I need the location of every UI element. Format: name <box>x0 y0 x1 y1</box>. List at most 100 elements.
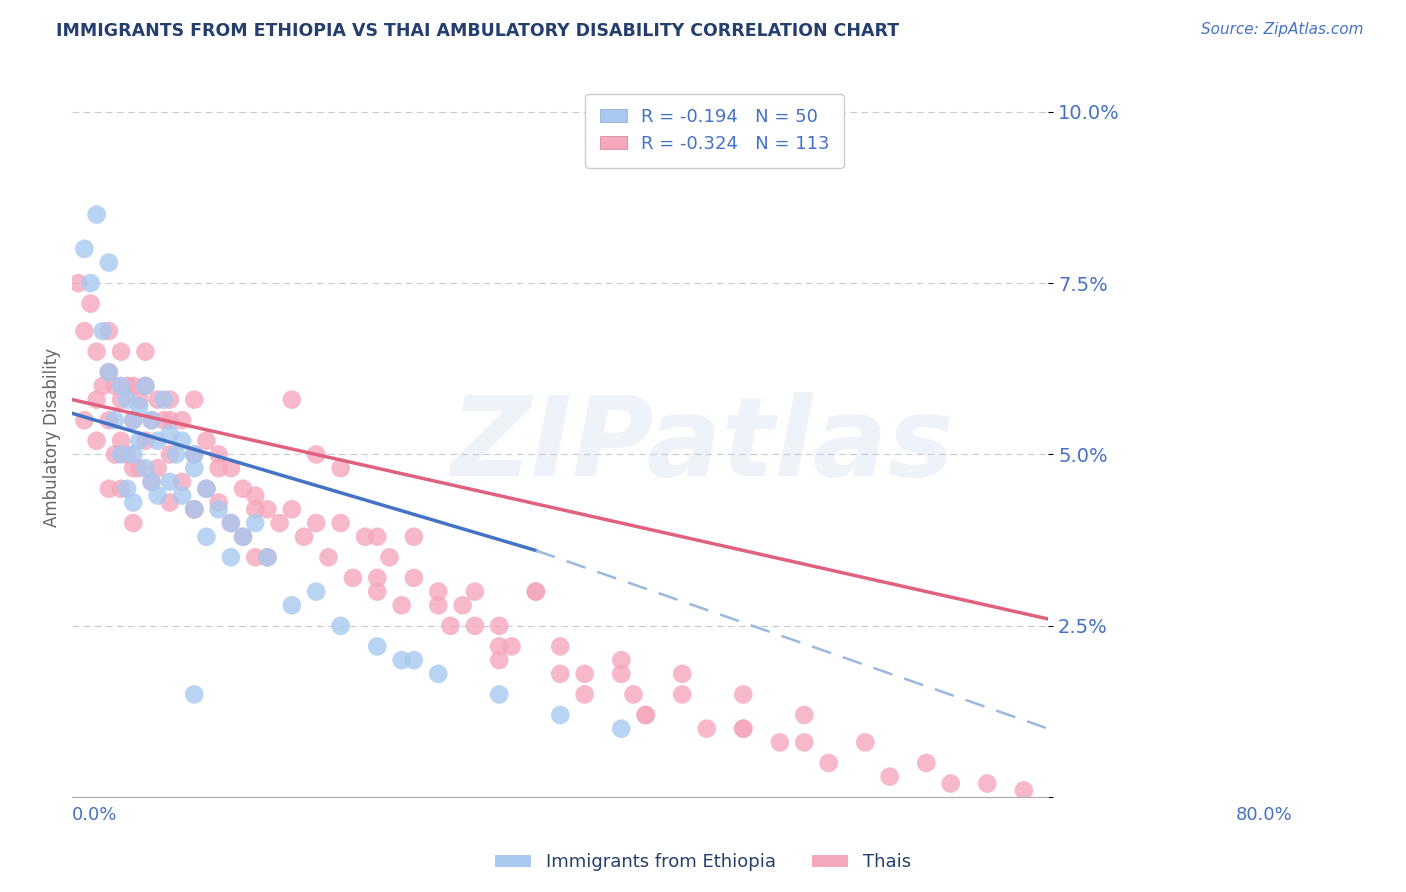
Point <box>329 516 352 530</box>
Point <box>329 619 352 633</box>
Point <box>524 584 547 599</box>
Point <box>879 770 901 784</box>
Point <box>86 392 108 407</box>
Point <box>915 756 938 770</box>
Point <box>170 413 193 427</box>
Point <box>110 344 132 359</box>
Point <box>208 502 231 516</box>
Point <box>451 599 474 613</box>
Point <box>733 687 755 701</box>
Point <box>91 379 114 393</box>
Point <box>269 516 291 530</box>
Point <box>159 392 181 407</box>
Point <box>318 550 340 565</box>
Point <box>122 495 145 509</box>
Point <box>671 666 693 681</box>
Text: ZIPatlas: ZIPatlas <box>451 392 955 500</box>
Point <box>134 461 156 475</box>
Point <box>524 584 547 599</box>
Point <box>104 413 127 427</box>
Point <box>146 489 169 503</box>
Point <box>464 619 486 633</box>
Point <box>305 584 328 599</box>
Point <box>208 495 231 509</box>
Point <box>305 516 328 530</box>
Text: 0.0%: 0.0% <box>72 805 118 824</box>
Point <box>183 502 205 516</box>
Point <box>733 722 755 736</box>
Point <box>366 640 388 654</box>
Point <box>110 448 132 462</box>
Point <box>219 461 242 475</box>
Point <box>574 687 596 701</box>
Point <box>281 502 304 516</box>
Point <box>245 550 267 565</box>
Point <box>366 584 388 599</box>
Point <box>232 530 254 544</box>
Point <box>91 324 114 338</box>
Text: 80.0%: 80.0% <box>1236 805 1292 824</box>
Point <box>183 502 205 516</box>
Point <box>183 448 205 462</box>
Point <box>146 461 169 475</box>
Y-axis label: Ambulatory Disability: Ambulatory Disability <box>44 348 60 527</box>
Point <box>574 666 596 681</box>
Point <box>391 653 413 667</box>
Point <box>391 599 413 613</box>
Point <box>128 434 150 448</box>
Point <box>256 550 278 565</box>
Point <box>610 722 633 736</box>
Point <box>110 392 132 407</box>
Point <box>1012 783 1035 797</box>
Point <box>110 434 132 448</box>
Point <box>170 475 193 489</box>
Point <box>73 324 96 338</box>
Point <box>548 708 571 723</box>
Point <box>793 708 815 723</box>
Point <box>134 434 156 448</box>
Point <box>305 448 328 462</box>
Point <box>939 776 962 790</box>
Point <box>73 413 96 427</box>
Point <box>623 687 645 701</box>
Text: IMMIGRANTS FROM ETHIOPIA VS THAI AMBULATORY DISABILITY CORRELATION CHART: IMMIGRANTS FROM ETHIOPIA VS THAI AMBULAT… <box>56 22 900 40</box>
Point <box>671 687 693 701</box>
Point <box>793 735 815 749</box>
Point <box>853 735 876 749</box>
Point <box>366 571 388 585</box>
Point <box>73 242 96 256</box>
Point <box>183 502 205 516</box>
Point <box>378 550 401 565</box>
Point <box>159 448 181 462</box>
Point <box>115 379 138 393</box>
Point <box>195 530 218 544</box>
Point <box>245 489 267 503</box>
Point <box>427 584 450 599</box>
Point <box>183 687 205 701</box>
Point <box>115 392 138 407</box>
Point <box>366 530 388 544</box>
Point <box>146 392 169 407</box>
Point <box>79 296 101 310</box>
Point <box>427 599 450 613</box>
Point <box>219 516 242 530</box>
Point <box>159 495 181 509</box>
Point <box>195 434 218 448</box>
Point <box>110 482 132 496</box>
Point <box>256 550 278 565</box>
Point <box>104 379 127 393</box>
Point <box>104 448 127 462</box>
Point <box>128 392 150 407</box>
Point <box>97 255 120 269</box>
Point <box>427 666 450 681</box>
Point <box>97 413 120 427</box>
Point <box>122 448 145 462</box>
Point <box>67 276 90 290</box>
Point <box>97 365 120 379</box>
Point <box>170 434 193 448</box>
Point <box>208 448 231 462</box>
Point <box>141 475 163 489</box>
Point <box>134 379 156 393</box>
Point <box>488 640 510 654</box>
Point <box>548 640 571 654</box>
